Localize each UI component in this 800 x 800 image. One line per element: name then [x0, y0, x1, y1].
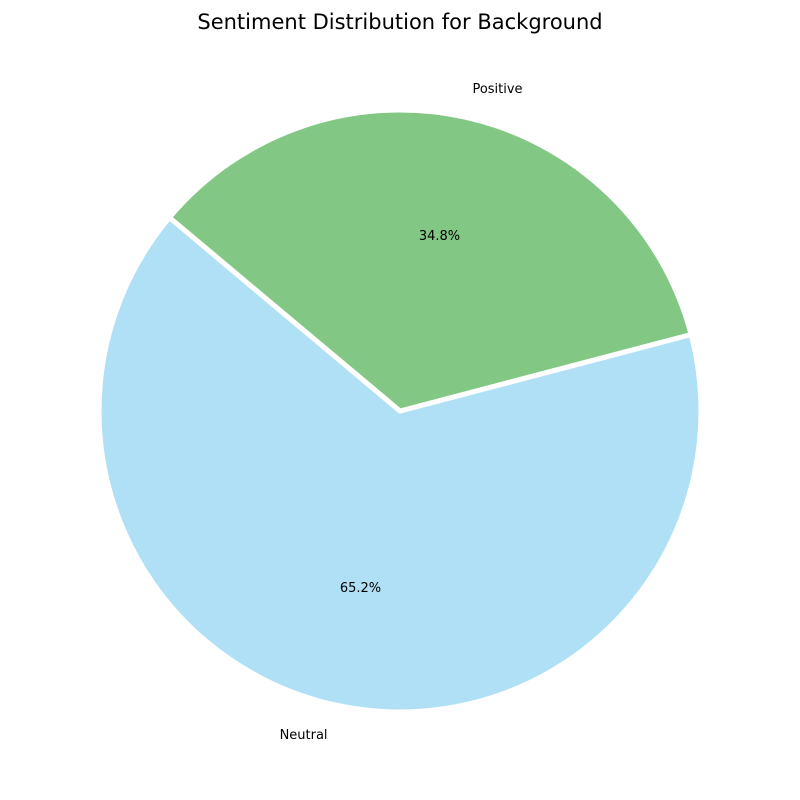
- slice-label-positive: Positive: [472, 82, 522, 97]
- pie-slice-positive: [166, 107, 694, 414]
- pie-slice-neutral: [96, 215, 704, 715]
- slice-label-neutral: Neutral: [280, 728, 328, 743]
- chart-title: Sentiment Distribution for Background: [197, 10, 603, 34]
- slice-percent-positive: 34.8%: [419, 229, 460, 244]
- slice-percent-neutral: 65.2%: [340, 581, 381, 596]
